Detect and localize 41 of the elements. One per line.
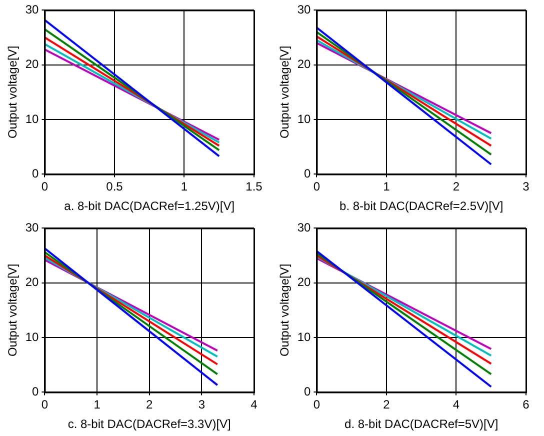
x-tick-label: 0 — [41, 398, 48, 412]
y-axis-title: Output voltage[V] — [278, 46, 292, 139]
x-axis-title: d. 8-bit DAC(DACRef=5V)[V] — [344, 417, 498, 432]
x-tick-label: 2 — [452, 180, 460, 194]
y-tick-label: 0 — [32, 384, 40, 399]
x-tick-label: 6 — [522, 398, 530, 412]
x-tick-label: 4 — [452, 398, 460, 412]
y-tick-label: 0 — [304, 166, 312, 181]
x-tick-label: 1 — [180, 180, 188, 194]
x-tick-label: 1 — [94, 398, 101, 412]
y-tick-label: 10 — [25, 112, 40, 126]
x-tick-label: 3 — [522, 180, 530, 194]
y-tick-label: 10 — [25, 330, 40, 344]
x-tick-label: 4 — [250, 398, 258, 412]
y-tick-label: 30 — [297, 2, 312, 17]
y-tick-label: 0 — [32, 166, 40, 181]
x-tick-label: 0 — [41, 180, 48, 194]
y-tick-label: 20 — [25, 275, 40, 290]
x-axis-title: a. 8-bit DAC(DACRef=1.25V)[V] — [64, 199, 235, 214]
y-tick-label: 20 — [297, 57, 312, 72]
x-tick-label: 0.5 — [106, 180, 124, 194]
x-axis-title: c. 8-bit DAC(DACRef=3.3V)[V] — [68, 417, 231, 432]
y-axis-title: Output voltage[V] — [278, 264, 292, 357]
y-axis-title: Output voltage[V] — [6, 46, 20, 139]
y-tick-label: 30 — [25, 2, 40, 17]
y-axis-title: Output voltage[V] — [6, 264, 20, 357]
y-tick-label: 10 — [297, 112, 312, 126]
y-tick-label: 20 — [25, 57, 40, 72]
x-tick-label: 0 — [313, 398, 320, 412]
x-tick-label: 0 — [313, 180, 320, 194]
y-tick-label: 10 — [297, 330, 312, 344]
x-tick-label: 3 — [198, 398, 206, 412]
y-tick-label: 30 — [297, 220, 312, 235]
x-tick-label: 2 — [383, 398, 390, 412]
x-tick-label: 2 — [146, 398, 154, 412]
x-tick-label: 1 — [383, 180, 390, 194]
y-tick-label: 20 — [297, 275, 312, 290]
x-tick-label: 1.5 — [246, 180, 263, 194]
y-tick-label: 0 — [304, 384, 312, 399]
x-axis-title: b. 8-bit DAC(DACRef=2.5V)[V] — [340, 199, 504, 214]
y-tick-label: 30 — [25, 220, 40, 235]
